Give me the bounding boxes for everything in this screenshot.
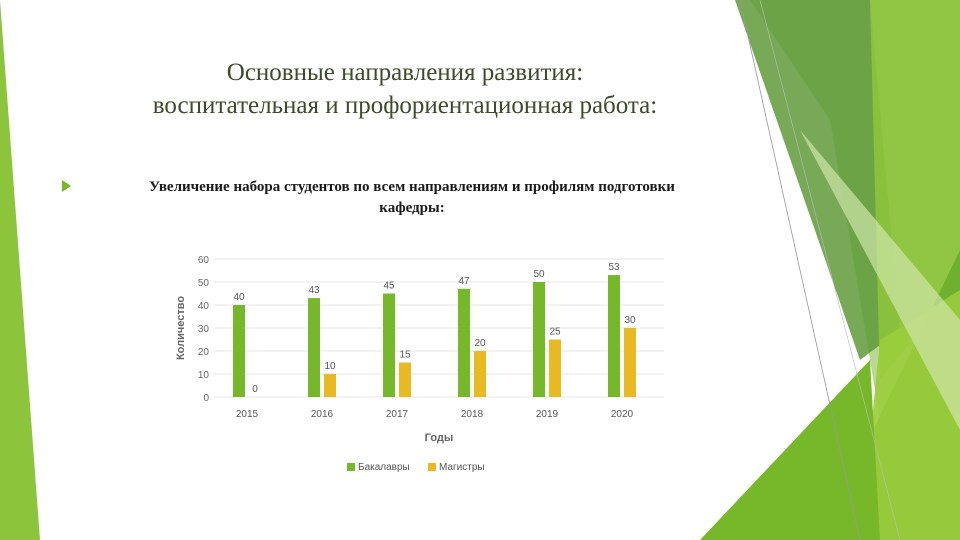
legend-label: Бакалавры: [358, 462, 410, 473]
data-label: 40: [233, 292, 245, 303]
legend-swatch: [428, 463, 436, 471]
bar: [608, 275, 620, 397]
data-label: 43: [308, 285, 320, 296]
bullet-text: Увеличение набора студентов по всем напр…: [82, 177, 742, 219]
x-tick-label: 2015: [236, 409, 259, 420]
data-label: 53: [608, 262, 620, 273]
y-tick-label: 40: [198, 301, 210, 312]
y-tick-label: 30: [198, 324, 210, 335]
data-label: 20: [474, 338, 486, 349]
bullet-arrow-icon: [62, 180, 71, 192]
data-label: 50: [533, 269, 545, 280]
bar: [533, 282, 545, 397]
y-axis-title: Количество: [175, 296, 187, 360]
x-tick-label: 2020: [611, 409, 634, 420]
bar: [399, 362, 411, 397]
y-tick-label: 0: [203, 393, 209, 404]
x-tick-label: 2016: [311, 409, 334, 420]
x-axis-title: Годы: [425, 432, 454, 444]
bar: [383, 293, 395, 397]
bar: [308, 298, 320, 397]
bar-chart: 0 10 20 30 40 50 60 40 0 2015 43 10 2016 45 15 2017 47 20…: [175, 255, 664, 473]
bar: [549, 339, 561, 397]
data-label: 15: [399, 350, 411, 361]
title-line-2: воспитательная и профориентационная рабо…: [152, 92, 658, 119]
title-line-1: Основные направления развития:: [226, 59, 584, 86]
x-tick-label: 2019: [536, 409, 559, 420]
legend-label: Магистры: [439, 462, 485, 473]
data-label: 45: [383, 281, 395, 292]
bar: [233, 305, 245, 397]
data-label: 30: [624, 315, 636, 326]
x-tick-label: 2018: [461, 409, 484, 420]
bullet-line-2: кафедры:: [379, 200, 445, 216]
bar: [474, 351, 486, 397]
bar: [624, 328, 636, 397]
y-tick-label: 60: [198, 255, 210, 266]
slide-title: Основные направления развития: воспитате…: [40, 56, 770, 122]
data-label: 10: [324, 361, 336, 372]
data-label: 0: [252, 384, 258, 395]
y-tick-label: 50: [198, 278, 210, 289]
data-label: 47: [458, 276, 470, 287]
legend-swatch: [347, 463, 355, 471]
data-label: 25: [549, 327, 561, 338]
bullet-line-1: Увеличение набора студентов по всем напр…: [149, 179, 675, 195]
bar: [458, 288, 470, 397]
y-tick-label: 10: [198, 370, 210, 381]
y-tick-label: 20: [198, 347, 210, 358]
bar: [324, 374, 336, 397]
x-tick-label: 2017: [386, 409, 409, 420]
